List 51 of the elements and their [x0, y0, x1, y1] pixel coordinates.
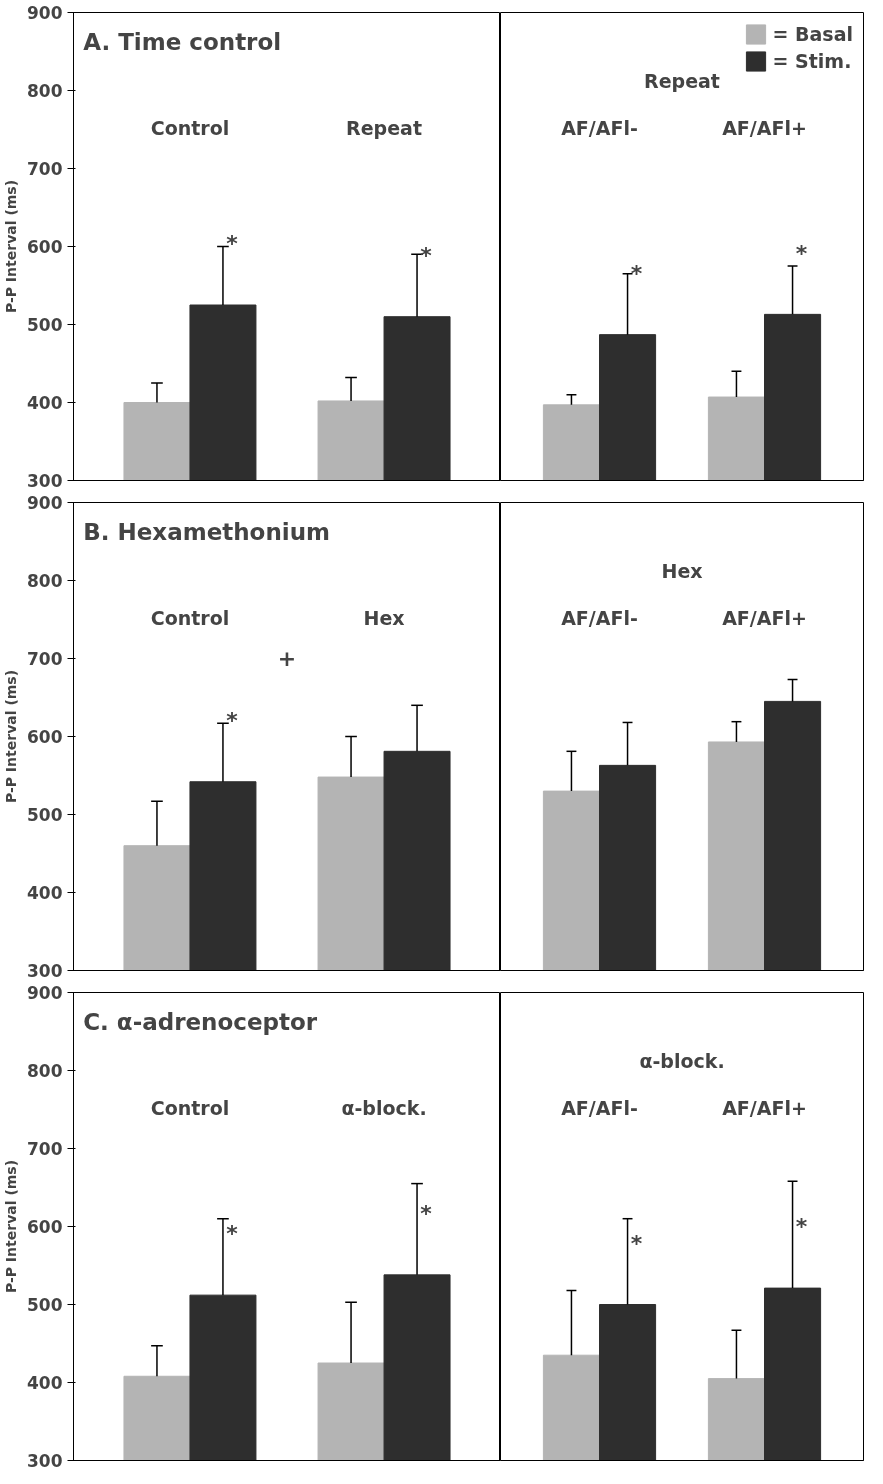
- y-tick-label: 300: [27, 1451, 63, 1471]
- data-label: *: [795, 240, 808, 266]
- data-label: *: [630, 260, 643, 286]
- data-label: *: [226, 1221, 239, 1247]
- y-tick-label: 600: [27, 727, 63, 747]
- data-label: *: [630, 1230, 643, 1256]
- legend-label: = Stim.: [772, 50, 852, 72]
- category-label: AF/AFl-: [561, 606, 638, 629]
- y-tick-label: 800: [27, 571, 63, 591]
- text: α-block.: [639, 1050, 725, 1073]
- text: Repeat: [644, 70, 720, 93]
- text: Hex: [661, 560, 703, 583]
- legend-label: = Basal: [772, 23, 853, 45]
- data-label: *: [226, 707, 239, 733]
- category-label: AF/AFl+: [722, 606, 807, 629]
- y-tick-label: 700: [27, 1139, 63, 1159]
- y-tick-label: 300: [27, 961, 63, 981]
- y-tick-label: 900: [27, 983, 63, 1003]
- y-tick-label: 600: [27, 1217, 63, 1237]
- category-label: AF/AFl-: [561, 1096, 638, 1119]
- y-axis-title: P-P Interval (ms): [3, 1159, 20, 1294]
- text: C. α-adrenoceptor: [83, 1008, 318, 1035]
- y-tick-label: 600: [27, 237, 63, 257]
- y-tick-label: 800: [27, 1061, 63, 1081]
- annotation: +: [277, 646, 297, 672]
- y-tick-label: 500: [27, 805, 63, 825]
- y-tick-label: 400: [27, 883, 63, 903]
- y-axis-title: P-P Interval (ms): [3, 669, 20, 804]
- y-axis-title: P-P Interval (ms): [3, 179, 20, 314]
- y-tick-label: 400: [27, 1373, 63, 1393]
- y-tick-label: 700: [27, 159, 63, 179]
- y-tick-label: 800: [27, 81, 63, 101]
- data-label: *: [795, 1214, 808, 1240]
- data-label: *: [420, 1201, 433, 1227]
- data-label: *: [226, 231, 239, 257]
- y-tick-label: 500: [27, 315, 63, 335]
- text: B. Hexamethonium: [83, 518, 331, 545]
- y-tick-label: 500: [27, 1295, 63, 1315]
- category-label: AF/AFl-: [561, 116, 638, 139]
- y-tick-label: 300: [27, 471, 63, 491]
- text: A. Time control: [83, 28, 282, 55]
- category-label: AF/AFl+: [722, 116, 807, 139]
- y-tick-label: 400: [27, 393, 63, 413]
- y-tick-label: 900: [27, 493, 63, 513]
- y-tick-label: 700: [27, 649, 63, 669]
- x-tick-label: Control: [150, 1096, 230, 1119]
- x-tick-label: Control: [150, 606, 230, 629]
- x-tick-label: Control: [150, 116, 230, 139]
- category-label: AF/AFl+: [722, 1096, 807, 1119]
- data-label: *: [420, 242, 433, 268]
- y-tick-label: 900: [27, 3, 63, 23]
